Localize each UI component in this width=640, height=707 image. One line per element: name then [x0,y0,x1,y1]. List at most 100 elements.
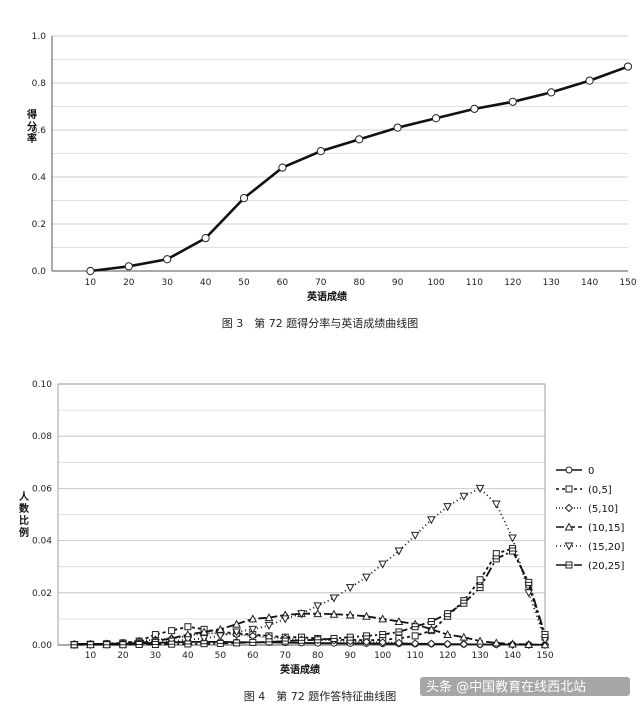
data-point [443,630,452,639]
data-point [297,610,306,619]
x-tick-label: 40 [200,278,212,288]
x-tick-label: 10 [85,278,97,288]
x-tick-label: 130 [543,278,560,288]
x-tick-label: 50 [238,278,250,288]
data-point [199,634,209,644]
data-point [394,547,404,556]
data-point [378,614,388,623]
data-point [183,636,193,645]
y-tick-label: 1.0 [32,32,47,42]
data-point [508,534,517,543]
data-point [280,615,290,624]
chart2-y-axis-label: 人数比例 [19,490,30,539]
data-point [264,613,274,622]
data-point [168,627,176,635]
legend-item: (10,15] [556,522,625,534]
chart2-legend: 0 (0,5] (5,10] (10,15] (15,20] (20,25] [556,466,625,572]
data-point [524,589,534,598]
legend-item: (15,20] [556,542,625,553]
x-tick-label: 100 [374,651,391,661]
data-point [345,610,355,619]
chart2-x-ticks: 10 20 30 40 50 60 70 80 90 100 110 120 130 140 150 [85,651,554,661]
data-point [278,163,287,172]
data-point [427,639,436,648]
data-point [443,503,452,512]
data-point [378,560,388,569]
chart1-caption: 图 3 第 72 题得分率与英语成绩曲线图 [222,316,418,330]
x-tick-label: 40 [182,651,194,661]
x-tick-label: 70 [315,278,327,288]
y-tick-label: 0.2 [32,220,46,230]
data-point [362,611,371,620]
chart2-y-ticks: 0.00 0.02 0.04 0.06 0.08 0.10 [32,380,52,651]
data-point [476,576,484,584]
y-tick-label: 0.06 [32,484,52,494]
data-point [124,262,133,271]
legend-marker [564,542,574,551]
data-point [459,492,469,501]
chart1-y-ticks: 0.0 0.2 0.4 0.6 0.8 1.0 [32,32,47,277]
data-point [232,619,241,628]
y-tick-label: 0.02 [32,589,52,599]
data-point [475,484,485,493]
data-point [524,639,534,648]
chart2-caption: 图 4 第 72 题作答特征曲线图 [244,689,397,703]
y-tick-label: 0.00 [32,641,52,651]
x-tick-label: 30 [150,651,162,661]
data-point [313,609,323,618]
data-point [431,114,441,123]
data-point [410,639,420,648]
x-tick-label: 50 [215,651,227,661]
data-point [316,147,325,156]
data-point [470,104,479,113]
data-point [394,638,404,648]
data-point [394,616,404,626]
data-point [313,602,323,611]
watermark-backdrop [420,677,630,696]
y-tick-label: 0.10 [32,380,52,390]
x-tick-label: 110 [407,651,424,661]
data-point [443,639,452,649]
legend-item: (5,10] [556,503,618,515]
legend-item: (0,5] [556,485,612,496]
data-point [508,97,517,106]
legend-label: (0,5] [588,485,612,496]
legend-label: 0 [588,466,594,477]
data-point [264,621,274,630]
data-point [491,500,501,509]
watermark-text: 头条 @中国教育在线西北站 [426,679,586,695]
legend-label: (20,25] [588,561,625,572]
data-point [393,123,402,132]
x-tick-label: 10 [85,651,97,661]
data-point [232,628,241,637]
x-tick-label: 90 [344,651,356,661]
x-tick-label: 60 [247,651,259,661]
data-point [547,88,556,97]
data-point [239,194,249,203]
series-line-score-rate [90,65,629,273]
x-tick-label: 150 [536,651,553,661]
x-tick-label: 110 [466,278,483,288]
legend-item: (20,25] [556,561,625,572]
y-tick-label: 0.8 [32,79,47,89]
legend-marker [564,522,574,531]
x-tick-label: 140 [581,278,598,288]
y-tick-label: 0.6 [32,126,47,136]
chart1-x-axis-label: 英语成绩 [306,290,347,303]
x-tick-label: 90 [392,278,404,288]
data-point [378,638,387,647]
data-point [508,639,517,648]
data-point [411,632,419,640]
data-point [329,594,339,603]
legend-marker [564,503,574,513]
data-point [362,637,371,647]
data-point [475,636,485,645]
data-point [215,624,225,633]
series-line [74,550,546,646]
data-point [248,625,258,634]
x-tick-label: 70 [280,651,292,661]
legend-marker [565,485,573,493]
data-point [427,624,436,633]
chart-score-rate: 0.0 0.2 0.4 0.6 0.8 1.0 10 20 30 40 50 60 70 80 90 100… [26,32,637,330]
data-point [410,531,420,540]
